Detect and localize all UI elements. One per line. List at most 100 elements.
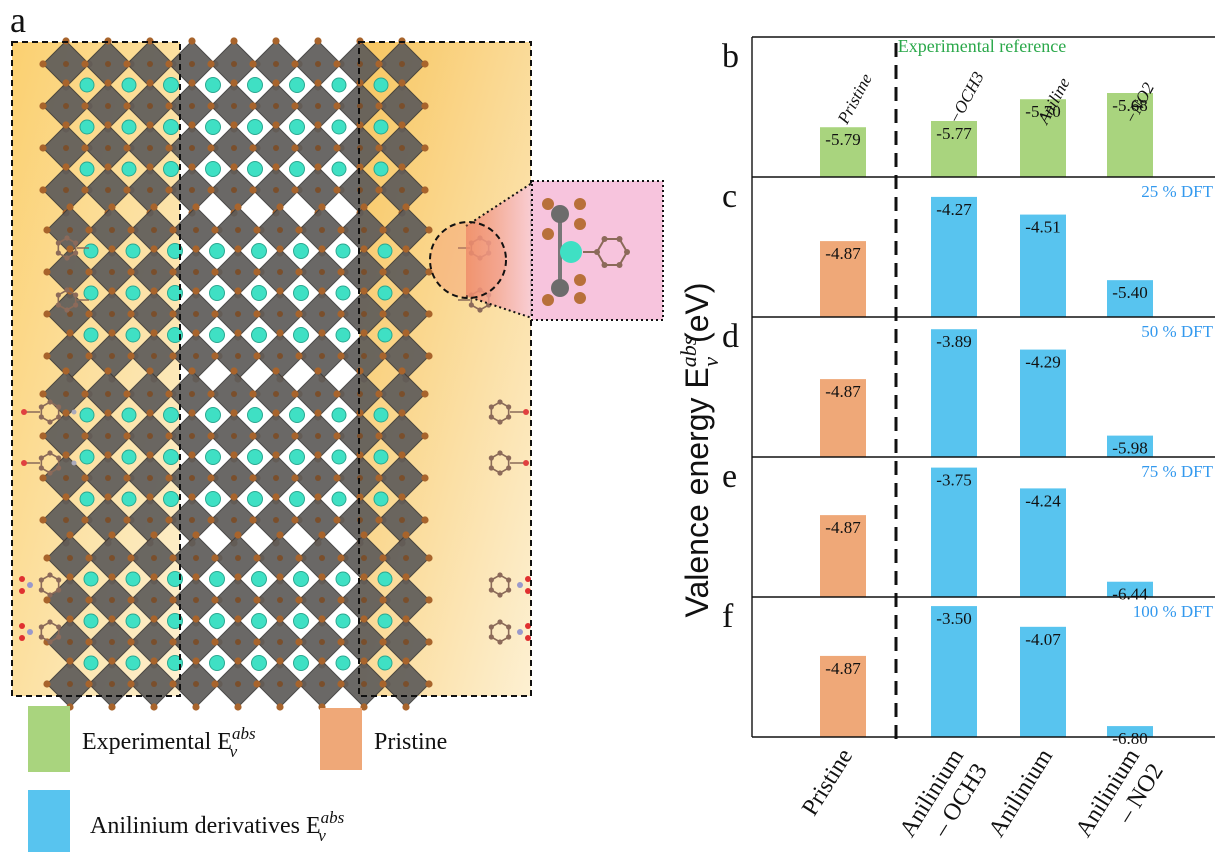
halide-atom bbox=[85, 554, 93, 562]
carbon-atom bbox=[497, 419, 503, 425]
halide-atom bbox=[62, 121, 70, 129]
metal-atom bbox=[277, 597, 283, 603]
metal-atom bbox=[319, 639, 325, 645]
halide-atom bbox=[62, 79, 70, 87]
halide-atom bbox=[402, 573, 410, 581]
metal-atom bbox=[63, 145, 69, 151]
metal-atom bbox=[67, 227, 73, 233]
metal-atom bbox=[231, 517, 237, 523]
metal-atom bbox=[109, 227, 115, 233]
carbon-atom bbox=[73, 292, 79, 298]
halide-atom bbox=[253, 268, 261, 276]
legend-pristine: Pristine bbox=[374, 729, 447, 755]
halide-atom bbox=[108, 287, 116, 295]
metal-atom bbox=[361, 227, 367, 233]
cation-atom bbox=[205, 407, 221, 423]
cation-atom bbox=[251, 655, 267, 671]
carbon-atom bbox=[55, 302, 61, 308]
halide-atom bbox=[108, 615, 116, 623]
metal-atom bbox=[403, 311, 409, 317]
dft-fraction-label: 50 % DFT bbox=[1141, 322, 1213, 341]
halide-atom bbox=[272, 79, 280, 87]
legend-experimental: Experimental Eabs v bbox=[82, 724, 256, 761]
cation-atom bbox=[83, 327, 99, 343]
metal-atom bbox=[273, 103, 279, 109]
halide-atom bbox=[375, 102, 383, 110]
cation-atom bbox=[167, 655, 183, 671]
valence-energy-chart: b -5.79 -5.77 -5.70 -5.68 Pristine −OCH3 Anilin… bbox=[722, 36, 1215, 842]
metal-atom bbox=[273, 145, 279, 151]
cation-atom bbox=[247, 449, 263, 465]
halide-atom bbox=[207, 432, 215, 440]
halide-atom bbox=[291, 474, 299, 482]
halide-atom bbox=[421, 144, 429, 152]
metal-atom bbox=[273, 433, 279, 439]
halide-atom bbox=[188, 79, 196, 87]
halide-atom bbox=[291, 516, 299, 524]
metal-atom bbox=[361, 597, 367, 603]
dft-fraction-label: 100 % DFT bbox=[1133, 602, 1214, 621]
halide-atom bbox=[39, 186, 47, 194]
carbon-atom bbox=[64, 287, 70, 293]
metal-atom bbox=[105, 391, 111, 397]
metal-atom bbox=[319, 311, 325, 317]
zoom-circle bbox=[429, 221, 507, 299]
halide-atom bbox=[81, 474, 89, 482]
metal-atom bbox=[361, 681, 367, 687]
halide-atom bbox=[295, 554, 303, 562]
bar bbox=[1020, 99, 1066, 177]
carbon-atom bbox=[624, 249, 630, 255]
metal-atom bbox=[315, 391, 321, 397]
metal-atom bbox=[189, 103, 195, 109]
halide-atom bbox=[333, 390, 341, 398]
halide-atom bbox=[211, 638, 219, 646]
cation-atom bbox=[335, 243, 351, 259]
halide-atom bbox=[146, 367, 154, 375]
metal-atom bbox=[63, 61, 69, 67]
nitrogen-atom bbox=[517, 629, 523, 635]
metal-atom bbox=[231, 433, 237, 439]
metal-atom bbox=[151, 269, 157, 275]
metal-atom bbox=[151, 227, 157, 233]
oxygen-atom bbox=[19, 576, 25, 582]
halide-atom bbox=[85, 226, 93, 234]
halide-atom bbox=[375, 60, 383, 68]
halide-atom bbox=[230, 367, 238, 375]
halide-atom bbox=[192, 703, 200, 711]
bar-value-label: -6.44 bbox=[1112, 585, 1148, 604]
halide-atom bbox=[39, 390, 47, 398]
halide-atom bbox=[398, 409, 406, 417]
halide-atom bbox=[123, 516, 131, 524]
cation-atom bbox=[121, 491, 137, 507]
halide-atom bbox=[379, 680, 387, 688]
cation-atom bbox=[377, 327, 393, 343]
carbon-atom bbox=[488, 414, 494, 420]
metal-atom bbox=[231, 475, 237, 481]
cation-atom bbox=[335, 285, 351, 301]
cation-atom bbox=[79, 407, 95, 423]
halide-atom bbox=[314, 37, 322, 45]
carbon-atom bbox=[38, 587, 44, 593]
cation-atom bbox=[293, 655, 309, 671]
cation-atom bbox=[335, 613, 351, 629]
metal-atom bbox=[399, 187, 405, 193]
metal-atom bbox=[63, 433, 69, 439]
cation-atom bbox=[560, 241, 582, 263]
cation-atom bbox=[289, 449, 305, 465]
legend-swatch-experimental bbox=[28, 706, 70, 772]
metal-atom bbox=[315, 187, 321, 193]
halide-atom bbox=[314, 451, 322, 459]
halide-atom bbox=[123, 60, 131, 68]
halide-atom bbox=[81, 60, 89, 68]
panel-a-structure bbox=[11, 37, 532, 711]
cation-atom bbox=[163, 77, 179, 93]
cation-atom bbox=[331, 491, 347, 507]
halide-atom bbox=[146, 121, 154, 129]
cation-atom bbox=[205, 161, 221, 177]
metal-atom bbox=[399, 391, 405, 397]
metal-atom bbox=[277, 269, 283, 275]
oxygen-atom bbox=[525, 576, 531, 582]
bar-value-label: -3.75 bbox=[936, 471, 971, 490]
halide-atom bbox=[169, 596, 177, 604]
metal-atom bbox=[67, 597, 73, 603]
